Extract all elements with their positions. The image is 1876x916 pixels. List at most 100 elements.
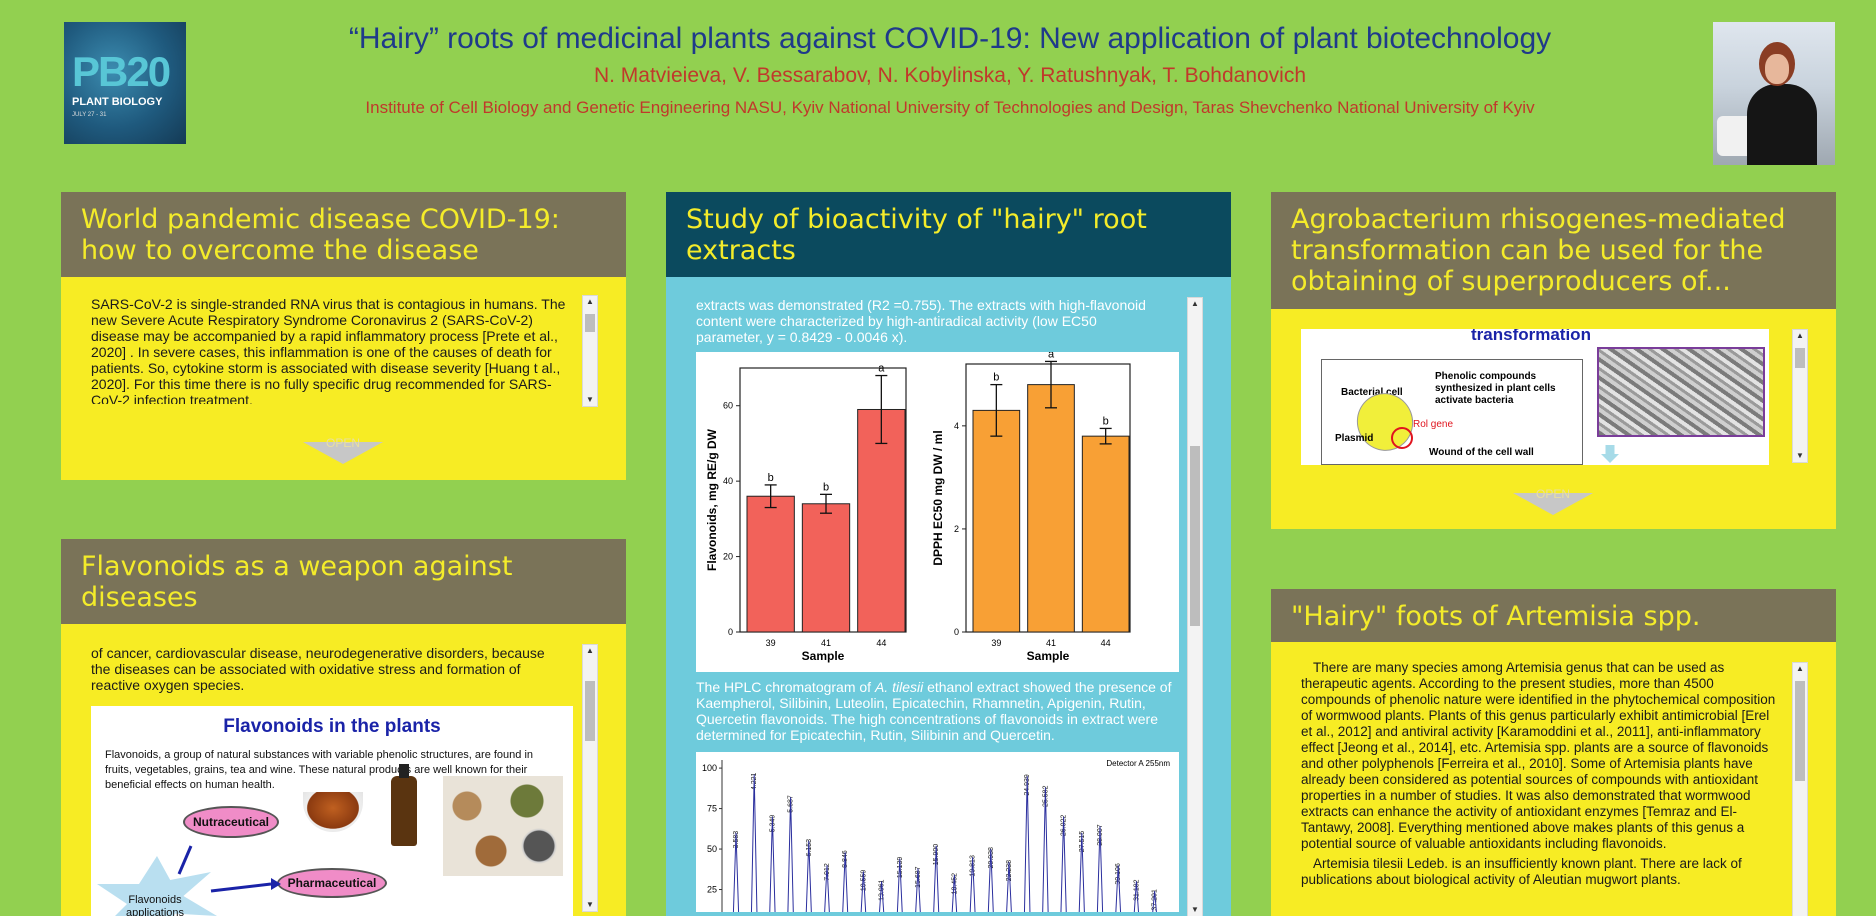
panel-bioactivity-scrollbar[interactable]: ▲ ▼ [1187,297,1203,916]
author-photo [1713,22,1835,165]
bar-chart-2: 0 2 4 b 39 a 41 b 44 Sample DPPH EC50 mg DW / ml [931,348,1131,663]
agro-card-title: transformation [1471,329,1591,344]
bar [801,503,851,633]
bioactivity-text-top: extracts was demonstrated (R2 =0.755). T… [696,297,1146,345]
panel-agro-open-label: OPEN [1535,487,1570,501]
flavonoids-card-text: Flavonoids, a group of natural substance… [105,749,534,791]
plasmid-label: Plasmid [1335,433,1374,444]
bacteria-label: Bacterial cell [1341,387,1403,398]
hplc-chromatogram: 25 50 75 100 Detector A 255nm 3.583 4.221 5.349… [696,752,1179,912]
significance-letter: b [823,481,829,493]
panel-covid-open-button[interactable]: OPEN [303,436,383,466]
y-axis-label: Flavonoids, mg RE/g DW [705,428,719,571]
bacteria-micrograph [1597,347,1765,437]
wound-label: Wound of the cell wall [1429,447,1534,458]
panel-covid-scrollbar[interactable]: ▲ ▼ [582,295,598,407]
bar [972,409,1021,633]
panel-bioactivity-body: extracts was demonstrated (R2 =0.755). T… [666,277,1231,916]
medicine-bottle-image [391,764,417,846]
panel-artemisia-scrollbar[interactable]: ▲ ▼ [1792,662,1808,916]
panel-bioactivity: Study of bioactivity of "hairy" root ext… [666,192,1231,916]
panel-covid-body: SARS-CoV-2 is single-stranded RNA virus … [61,277,626,480]
panel-flavonoids-text: of cancer, cardiovascular disease, neuro… [91,645,545,693]
conference-logo: PB20 PLANT BIOLOGY JULY 27 - 31 [64,22,186,144]
y-tick-label: 20 [723,552,733,562]
bar [746,495,795,633]
panel-flavonoids-title: Flavonoids as a weapon against diseases [61,539,626,624]
panel-artemisia-title: "Hairy" foots of Artemisia spp. [1271,589,1836,642]
infographic-arrows [177,845,281,893]
agro-diagram: transformation Bacterial cell Rol gene P… [1301,329,1769,465]
significance-letter: a [1048,352,1055,360]
logo-dates: JULY 27 - 31 [72,112,107,118]
y-axis-label: DPPH EC50 mg DW / ml [931,430,945,565]
phenolic-label: Phenolic compounds synthesized in plant … [1435,371,1556,406]
logo-subtitle: PLANT BIOLOGY [72,96,163,108]
x-axis-label: Sample [802,649,845,663]
expand-arrow-icon [303,442,383,464]
panel-agro-body: transformation Bacterial cell Rol gene P… [1271,309,1836,529]
artemisia-paragraph-2: Artemisia tilesii Ledeb. is an insuffici… [1301,856,1742,887]
hplc-text-part2: ethanol extract showed the presence of K… [696,679,1172,743]
x-tick-label: 44 [1101,638,1111,648]
y-tick-label: 75 [707,804,717,814]
y-tick-label: 100 [702,763,717,773]
panel-agro-title: Agrobacterium rhisogenes-mediated transf… [1271,192,1836,309]
applications-text: Flavonoids applications [125,894,185,916]
herbs-image [443,776,563,876]
panel-agro-scrollbar[interactable]: ▲ ▼ [1792,329,1808,463]
panel-flavonoids-body: of cancer, cardiovascular disease, neuro… [61,624,626,916]
x-axis-label: Sample [1027,649,1070,663]
y-tick-label: 25 [707,885,717,895]
artemisia-text: There are many species among Artemisia g… [1301,660,1781,916]
panel-covid-text: SARS-CoV-2 is single-stranded RNA virus … [91,296,566,404]
y-tick-label: 40 [723,476,733,486]
bar-chart-1: 0 20 40 60 b 39 b 41 a 44 Sample Flavonoids, mg RE/… [705,363,907,663]
bioactivity-text-hplc: The HPLC chromatogram of A. tilesii etha… [696,679,1174,743]
panel-artemisia-body: There are many species among Artemisia g… [1271,642,1836,916]
bar [1081,435,1130,633]
chromatogram-trace [732,774,1157,912]
panel-artemisia: "Hairy" foots of Artemisia spp. There ar… [1271,589,1836,916]
flavonoids-card-title: Flavonoids in the plants [223,716,441,737]
panel-covid: World pandemic disease COVID-19: how to … [61,192,626,480]
bar [1027,384,1075,633]
significance-letter: b [768,472,774,484]
detector-label: Detector A 255nm [1106,759,1170,768]
agro-diagram-frame [1321,359,1583,465]
y-tick-label: 0 [728,627,733,637]
y-tick-label: 2 [954,524,959,534]
x-tick-label: 41 [1046,638,1056,648]
panel-agro-open-button[interactable]: OPEN [1513,487,1593,517]
poster-authors: N. Matvieieva, V. Bessarabov, N. Kobylin… [593,64,1307,87]
x-tick-label: 39 [991,638,1001,648]
hplc-text-part1: The HPLC chromatogram of [696,679,875,695]
panel-flavonoids-scrollbar[interactable]: ▲ ▼ [582,644,598,912]
rol-gene-label: Rol gene [1413,419,1454,430]
panel-covid-open-label: OPEN [325,436,360,450]
x-tick-label: 39 [766,638,776,648]
panel-agrobacterium: Agrobacterium rhisogenes-mediated transf… [1271,192,1836,529]
x-tick-label: 44 [876,638,886,648]
bar [857,408,906,633]
y-tick-label: 60 [723,401,733,411]
expand-arrow-icon [1513,493,1593,515]
significance-letter: b [993,372,999,384]
logo-text: PB20 [72,48,171,95]
significance-letter: b [1103,415,1109,427]
panel-flavonoids: Flavonoids as a weapon against diseases … [61,539,626,916]
flavonoids-infographic: Flavonoids in the plants Flavonoids, a g… [91,706,573,916]
poster-affiliation: Institute of Cell Biology and Genetic En… [365,98,1535,117]
x-tick-label: 41 [821,638,831,648]
y-tick-label: 4 [954,421,959,431]
poster-title: “Hairy” roots of medicinal plants agains… [348,22,1552,55]
y-tick-label: 0 [954,627,959,637]
significance-letter: a [878,363,885,375]
nutraceutical-label: Nutraceutical [183,806,279,838]
panel-covid-title: World pandemic disease COVID-19: how to … [61,192,626,277]
hplc-text-species: A. tilesii [874,679,924,695]
pharmaceutical-label: Pharmaceutical [277,868,387,898]
